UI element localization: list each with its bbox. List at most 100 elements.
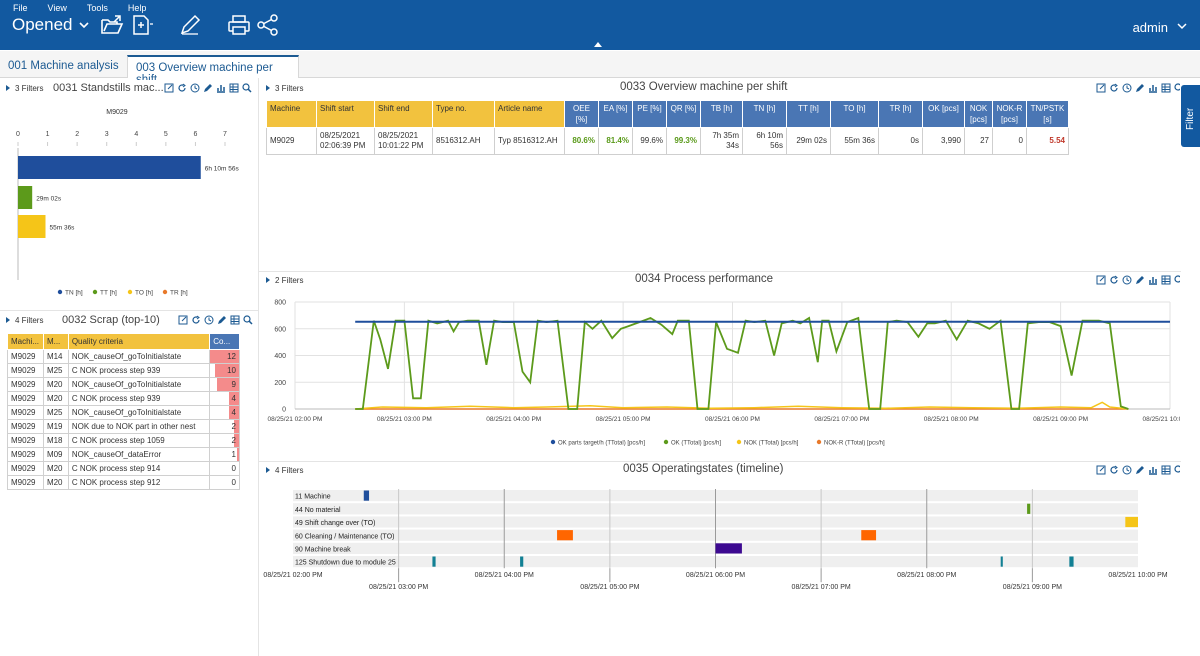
edit-pencil-icon[interactable]: [1135, 465, 1145, 475]
export-icon[interactable]: [1096, 275, 1106, 285]
clock-icon[interactable]: [1122, 83, 1132, 93]
share-icon[interactable]: [256, 14, 280, 36]
filter-side-tab[interactable]: Filter: [1181, 85, 1200, 147]
refresh-icon[interactable]: [1109, 465, 1119, 475]
edit-pencil-icon[interactable]: [178, 14, 202, 36]
table-icon[interactable]: [1161, 465, 1171, 475]
cell-criteria: NOK due to NOK part in other nest: [67, 419, 211, 434]
column-header[interactable]: Article name: [494, 100, 565, 128]
filters-count[interactable]: 3 Filters: [275, 84, 304, 93]
x-tick-label: 08/25/21 08:00 PM: [924, 416, 979, 423]
column-header[interactable]: TB [h]: [700, 100, 743, 128]
table-icon[interactable]: [230, 315, 240, 325]
menu-help[interactable]: Help: [127, 3, 147, 13]
refresh-icon[interactable]: [177, 83, 187, 93]
table-icon[interactable]: [1161, 275, 1171, 285]
column-header[interactable]: OK [pcs]: [922, 100, 965, 128]
table-row[interactable]: M9029 08/25/2021 02:06:39 PM 08/25/2021 10…: [266, 127, 1069, 155]
panel-scrap: 4 Filters 0032 Scrap (top-10) Machi... M…: [0, 312, 258, 502]
export-icon[interactable]: [178, 315, 188, 325]
table-row[interactable]: M9029 M20 C NOK process step 939 4: [7, 391, 240, 406]
column-header[interactable]: OEE [%]: [564, 100, 599, 128]
refresh-icon[interactable]: [1109, 275, 1119, 285]
export-icon[interactable]: [1096, 465, 1106, 475]
column-header-count[interactable]: Co...: [209, 333, 240, 350]
expand-filters-icon[interactable]: [6, 85, 10, 91]
column-header[interactable]: Shift end: [374, 100, 433, 128]
table-icon[interactable]: [229, 83, 239, 93]
column-header[interactable]: Machi...: [7, 333, 44, 350]
refresh-icon[interactable]: [1109, 83, 1119, 93]
tab-machine-analysis[interactable]: 001 Machine analysis✕: [0, 55, 142, 78]
collapse-header-icon[interactable]: [594, 42, 602, 47]
column-header[interactable]: TN [h]: [742, 100, 787, 128]
column-header[interactable]: TT [h]: [786, 100, 831, 128]
print-icon[interactable]: [227, 14, 251, 36]
column-header[interactable]: EA [%]: [598, 100, 633, 128]
edit-pencil-icon[interactable]: [217, 315, 227, 325]
column-header[interactable]: NOK-R [pcs]: [992, 100, 1027, 128]
expand-filters-icon[interactable]: [266, 467, 270, 473]
bar-tn: [18, 156, 201, 179]
filters-count[interactable]: 4 Filters: [15, 316, 44, 325]
zoom-icon[interactable]: [243, 315, 253, 325]
edit-pencil-icon[interactable]: [1135, 83, 1145, 93]
column-header[interactable]: TR [h]: [878, 100, 923, 128]
user-menu[interactable]: admin: [1132, 20, 1168, 35]
filters-count[interactable]: 3 Filters: [15, 84, 44, 93]
table-row[interactable]: M9029 M20 NOK_causeOf_goToInitialstate 9: [7, 377, 240, 392]
expand-filters-icon[interactable]: [6, 317, 10, 323]
chart-type-icon[interactable]: [216, 83, 226, 93]
open-folder-icon[interactable]: [100, 14, 124, 36]
timeline-row-label: 90 Machine break: [295, 547, 351, 554]
table-row[interactable]: M9029 M20 C NOK process step 912 0: [7, 475, 240, 490]
clock-icon[interactable]: [204, 315, 214, 325]
edit-pencil-icon[interactable]: [1135, 275, 1145, 285]
column-header[interactable]: M...: [42, 333, 69, 350]
view-selector[interactable]: Opened: [12, 15, 89, 35]
filters-count[interactable]: 2 Filters: [275, 276, 304, 285]
menu-bar: File View Tools Help: [13, 3, 146, 13]
chart-type-icon[interactable]: [1148, 83, 1158, 93]
column-header[interactable]: Shift start: [316, 100, 375, 128]
table-row[interactable]: M9029 M14 NOK_causeOf_goToInitialstate 12: [7, 349, 240, 364]
table-icon[interactable]: [1161, 83, 1171, 93]
edit-pencil-icon[interactable]: [203, 83, 213, 93]
menu-file[interactable]: File: [13, 3, 28, 13]
table-row[interactable]: M9029 M20 C NOK process step 914 0: [7, 461, 240, 476]
clock-icon[interactable]: [1122, 465, 1132, 475]
clock-icon[interactable]: [1122, 275, 1132, 285]
chart-type-icon[interactable]: [1148, 465, 1158, 475]
chevron-down-icon[interactable]: [1177, 22, 1187, 30]
column-header[interactable]: Machine: [266, 100, 317, 128]
zoom-icon[interactable]: [1174, 465, 1180, 475]
refresh-icon[interactable]: [191, 315, 201, 325]
table-row[interactable]: M9029 M25 C NOK process step 939 10: [7, 363, 240, 378]
column-header[interactable]: TN/PSTK [s]: [1026, 100, 1069, 128]
export-icon[interactable]: [164, 83, 174, 93]
new-document-icon[interactable]: [131, 14, 155, 36]
table-row[interactable]: M9029 M09 NOK_causeOf_dataError 1: [7, 447, 240, 462]
menu-view[interactable]: View: [47, 3, 67, 13]
zoom-icon[interactable]: [242, 83, 252, 93]
column-header[interactable]: Quality criteria: [67, 333, 211, 350]
zoom-icon[interactable]: [1174, 275, 1180, 285]
column-header[interactable]: PE [%]: [632, 100, 667, 128]
menu-tools[interactable]: Tools: [86, 3, 108, 13]
column-header[interactable]: QR [%]: [666, 100, 701, 128]
x-tick-label: 08/25/21 03:00 PM: [377, 416, 432, 423]
zoom-icon[interactable]: [1174, 83, 1180, 93]
expand-filters-icon[interactable]: [266, 277, 270, 283]
export-icon[interactable]: [1096, 83, 1106, 93]
chart-type-icon[interactable]: [1148, 275, 1158, 285]
expand-filters-icon[interactable]: [266, 85, 270, 91]
table-row[interactable]: M9029 M18 C NOK process step 1059 2: [7, 433, 240, 448]
column-header[interactable]: TO [h]: [830, 100, 879, 128]
column-header[interactable]: NOK [pcs]: [964, 100, 993, 128]
table-row[interactable]: M9029 M19 NOK due to NOK part in other nes…: [7, 419, 240, 434]
column-header[interactable]: Type no.: [432, 100, 495, 128]
filters-count[interactable]: 4 Filters: [275, 466, 304, 475]
clock-icon[interactable]: [190, 83, 200, 93]
tab-overview-machine-per-shift[interactable]: 003 Overview machine per shift: [127, 55, 299, 86]
table-row[interactable]: M9029 M25 NOK_causeOf_goToInitialstate 4: [7, 405, 240, 420]
